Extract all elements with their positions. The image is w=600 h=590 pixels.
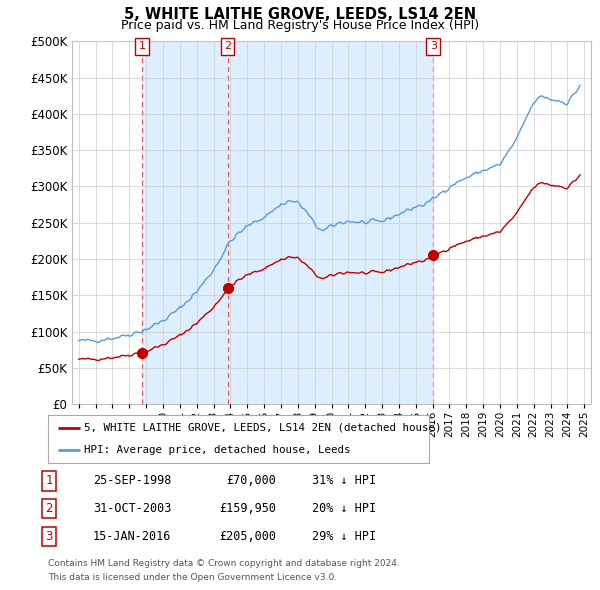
Text: 2: 2 (46, 502, 53, 515)
Text: 31% ↓ HPI: 31% ↓ HPI (312, 474, 376, 487)
Text: 3: 3 (46, 530, 53, 543)
Text: This data is licensed under the Open Government Licence v3.0.: This data is licensed under the Open Gov… (48, 573, 337, 582)
Text: 2: 2 (224, 41, 231, 51)
Text: 15-JAN-2016: 15-JAN-2016 (93, 530, 172, 543)
Text: 1: 1 (46, 474, 53, 487)
Text: 1: 1 (139, 41, 145, 51)
Text: 5, WHITE LAITHE GROVE, LEEDS, LS14 2EN: 5, WHITE LAITHE GROVE, LEEDS, LS14 2EN (124, 7, 476, 22)
Text: 20% ↓ HPI: 20% ↓ HPI (312, 502, 376, 515)
Text: HPI: Average price, detached house, Leeds: HPI: Average price, detached house, Leed… (84, 445, 350, 455)
Text: £159,950: £159,950 (219, 502, 276, 515)
Text: 25-SEP-1998: 25-SEP-1998 (93, 474, 172, 487)
Text: 5, WHITE LAITHE GROVE, LEEDS, LS14 2EN (detached house): 5, WHITE LAITHE GROVE, LEEDS, LS14 2EN (… (84, 423, 442, 433)
Text: £70,000: £70,000 (226, 474, 276, 487)
Bar (142, 41, 227, 404)
Bar (227, 41, 433, 404)
Text: 3: 3 (430, 41, 437, 51)
Text: £205,000: £205,000 (219, 530, 276, 543)
Text: 29% ↓ HPI: 29% ↓ HPI (312, 530, 376, 543)
Text: Contains HM Land Registry data © Crown copyright and database right 2024.: Contains HM Land Registry data © Crown c… (48, 559, 400, 568)
Text: 31-OCT-2003: 31-OCT-2003 (93, 502, 172, 515)
Text: Price paid vs. HM Land Registry's House Price Index (HPI): Price paid vs. HM Land Registry's House … (121, 19, 479, 32)
